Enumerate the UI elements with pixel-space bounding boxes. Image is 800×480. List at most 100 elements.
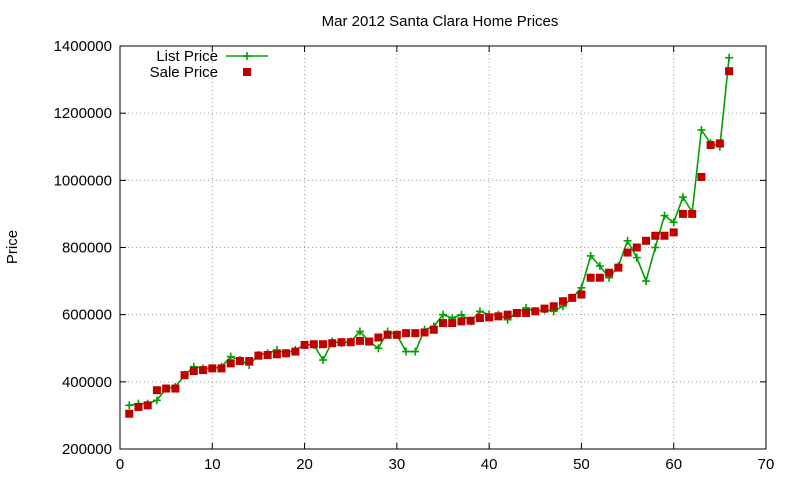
list-price-point [374, 344, 383, 353]
list-price-point [669, 218, 678, 227]
legend-square-marker [243, 68, 251, 76]
sale-price-point [660, 231, 669, 240]
sale-price-point [485, 313, 494, 322]
sale-price-point [402, 329, 411, 338]
sale-price-point [365, 337, 374, 346]
sale-price-point [697, 172, 706, 181]
list-price-point [678, 193, 687, 202]
x-tick-label: 10 [204, 456, 221, 473]
y-tick-label: 1400000 [54, 38, 112, 55]
sale-price-point [180, 371, 189, 380]
sale-price-point [595, 273, 604, 282]
sale-price-point [466, 316, 475, 325]
sale-price-point [678, 209, 687, 218]
x-tick-label: 50 [573, 456, 590, 473]
y-tick-label: 600000 [62, 307, 112, 324]
legend-plus-marker [243, 52, 251, 60]
sale-price-point [577, 290, 586, 299]
y-tick-label: 1200000 [54, 105, 112, 122]
axes: 0 10 20 30 40 50 60 70 200000 400000 600000 800000 1… [54, 38, 775, 473]
list-price-point [457, 310, 466, 319]
x-tick-label: 20 [296, 456, 313, 473]
sale-price-point [162, 384, 171, 393]
sale-price-point [439, 319, 447, 328]
sale-price-point [263, 350, 272, 359]
sale-price-point [568, 293, 577, 302]
sale-price-point [254, 351, 263, 360]
list-price-point [586, 251, 595, 260]
y-axis-label: Price [4, 230, 21, 264]
x-tick-label: 30 [389, 456, 406, 473]
sale-price-point [217, 364, 226, 373]
sale-price-point [512, 308, 521, 317]
sale-price-point [383, 330, 392, 339]
list-price-point [411, 347, 420, 356]
list-price-point [402, 347, 411, 356]
series-sale-price [125, 67, 734, 418]
sale-price-point [651, 231, 660, 240]
sale-price-point [549, 302, 558, 311]
sale-price-point [614, 263, 623, 272]
sale-price-point [235, 357, 244, 366]
sale-price-point [457, 317, 466, 326]
sale-price-point [503, 310, 512, 319]
list-price-point [725, 53, 734, 62]
list-price-point [439, 310, 447, 319]
sale-price-point [586, 273, 595, 282]
y-tick-label: 800000 [62, 240, 112, 257]
sale-price-point [309, 340, 318, 349]
plot-border [119, 45, 767, 450]
sale-price-point [282, 349, 291, 358]
list-price-point [632, 253, 641, 262]
legend-label: List Price [156, 48, 218, 65]
list-price-point [577, 283, 586, 292]
sale-price-point [300, 340, 309, 349]
sale-price-point [475, 314, 484, 323]
sale-price-point [715, 139, 724, 148]
sale-price-point [319, 340, 328, 349]
list-price-point [651, 243, 660, 252]
sale-price-point [226, 359, 235, 368]
sale-price-point [531, 307, 540, 316]
list-price-point [623, 236, 632, 245]
sale-price-point [143, 401, 152, 410]
sale-price-point [623, 248, 632, 257]
list-price-point [660, 211, 669, 220]
sale-price-point [152, 386, 161, 395]
sale-price-point [171, 384, 180, 393]
sale-price-point [411, 329, 420, 338]
x-tick-label: 60 [665, 456, 682, 473]
sale-price-point [355, 336, 364, 345]
sale-price-point [725, 67, 734, 76]
y-tick-label: 1000000 [54, 172, 112, 189]
list-price-point [697, 125, 706, 134]
x-tick-label: 70 [758, 456, 775, 473]
list-price-point [226, 352, 235, 361]
sale-price-point [605, 268, 614, 277]
sale-price-point [134, 403, 143, 412]
list-price-line [129, 57, 730, 407]
sale-price-point [392, 330, 401, 339]
y-tick-label: 400000 [62, 374, 112, 391]
list-price-point [125, 401, 134, 410]
sale-price-point [558, 297, 567, 306]
sale-price-point [706, 141, 715, 150]
list-price-point [595, 261, 604, 270]
chart-title: Mar 2012 Santa Clara Home Prices [322, 13, 559, 30]
sale-price-point [346, 338, 355, 347]
sale-price-point [199, 366, 208, 375]
x-tick-label: 40 [481, 456, 498, 473]
legend-label: Sale Price [150, 64, 218, 81]
sale-price-point [632, 243, 641, 252]
sale-price-point [420, 328, 429, 337]
y-tick-label: 200000 [62, 441, 112, 458]
sale-price-point [291, 347, 300, 356]
sale-price-point [494, 312, 503, 321]
list-price-point [319, 356, 328, 365]
sale-price-point [337, 338, 346, 347]
sale-price-point [669, 228, 678, 237]
sale-price-point [328, 339, 337, 348]
sale-price-point [208, 364, 217, 373]
